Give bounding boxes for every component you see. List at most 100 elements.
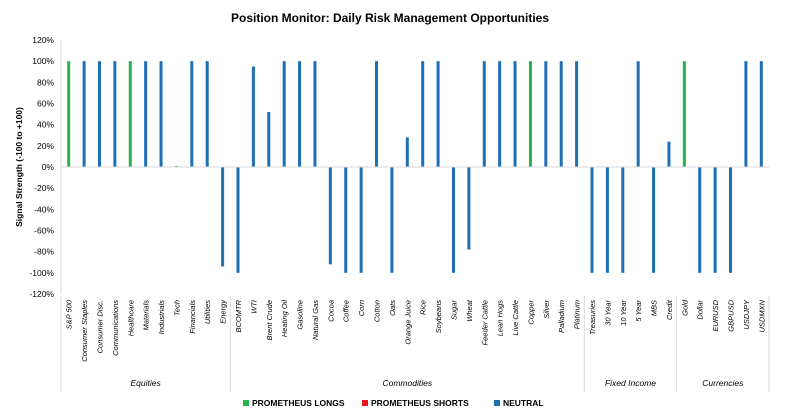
bar bbox=[313, 61, 317, 167]
bar bbox=[174, 165, 178, 167]
category-label: Healthcare bbox=[126, 300, 135, 336]
bar bbox=[636, 61, 640, 167]
category-label: Treasuries bbox=[588, 300, 597, 335]
y-tick-label: -40% bbox=[34, 204, 54, 214]
category-labels: S&P 500 Consumer Staples Consumer Disc. Com… bbox=[65, 299, 767, 362]
bar bbox=[513, 61, 517, 167]
bar bbox=[667, 141, 671, 167]
bar bbox=[359, 167, 363, 273]
category-label: 10 Year bbox=[619, 300, 628, 326]
legend-swatch bbox=[494, 400, 500, 406]
bar bbox=[190, 61, 194, 167]
category-label: Energy bbox=[219, 299, 228, 324]
category-label: S&P 500 bbox=[65, 299, 74, 329]
bar bbox=[759, 61, 763, 167]
bar bbox=[298, 61, 302, 167]
category-label: Oats bbox=[388, 300, 397, 316]
y-tick-label: 20% bbox=[37, 141, 54, 151]
category-label: USDJPY bbox=[742, 299, 751, 330]
y-tick-label: 80% bbox=[37, 77, 54, 87]
bar bbox=[590, 167, 594, 273]
group-label: Fixed Income bbox=[605, 378, 656, 388]
legend-swatch bbox=[243, 400, 249, 406]
bar bbox=[698, 167, 702, 273]
bar bbox=[97, 61, 101, 167]
bar bbox=[375, 61, 379, 167]
category-label: Corn bbox=[357, 300, 366, 316]
category-label: WTI bbox=[249, 300, 258, 314]
y-axis-label: Signal Strength (-100 to +100) bbox=[14, 107, 24, 227]
bar bbox=[436, 61, 440, 167]
bar bbox=[390, 167, 394, 273]
bar bbox=[498, 61, 502, 167]
bar bbox=[328, 167, 332, 265]
y-tick-label: 120% bbox=[32, 35, 54, 45]
category-label: Tech bbox=[172, 300, 181, 316]
category-label: Consumer Staples bbox=[80, 300, 89, 362]
bar bbox=[605, 167, 609, 273]
category-label: EURUSD bbox=[711, 299, 720, 331]
legend-label: NEUTRAL bbox=[503, 398, 544, 408]
y-tick-label: 0% bbox=[42, 162, 55, 172]
category-label: GBPUSD bbox=[727, 299, 736, 331]
group-labels: Equities Commodities Fixed Income Currencie… bbox=[60, 296, 770, 392]
bar bbox=[559, 61, 563, 167]
bar bbox=[744, 61, 748, 167]
y-tick-label: 100% bbox=[32, 56, 54, 66]
bar bbox=[344, 167, 348, 273]
category-label: USDMXN bbox=[757, 299, 766, 332]
bar bbox=[528, 61, 532, 167]
bar bbox=[421, 61, 425, 167]
category-label: Live Cattle bbox=[511, 300, 520, 335]
category-label: Natural Gas bbox=[311, 300, 320, 340]
category-label: Feeder Cattle bbox=[480, 300, 489, 345]
category-label: Soybeans bbox=[434, 300, 443, 334]
category-label: Dollar bbox=[696, 300, 705, 320]
category-label: Rice bbox=[419, 300, 428, 315]
bar bbox=[82, 61, 86, 167]
bar bbox=[544, 61, 548, 167]
category-label: Materials bbox=[142, 300, 151, 331]
bar bbox=[451, 167, 455, 273]
category-label: Platinum bbox=[573, 300, 582, 329]
category-label: 30 Year bbox=[603, 300, 612, 326]
bar bbox=[467, 167, 471, 250]
category-label: BCOMTR bbox=[234, 299, 243, 332]
y-tick-label: 60% bbox=[37, 99, 54, 109]
bar bbox=[729, 167, 733, 273]
bar bbox=[221, 167, 225, 267]
category-label: Sugar bbox=[449, 299, 458, 320]
group-label: Equities bbox=[131, 378, 162, 388]
bar bbox=[405, 137, 409, 167]
category-label: Copper bbox=[526, 300, 535, 325]
category-label: Cocoa bbox=[326, 300, 335, 322]
bar bbox=[621, 167, 625, 273]
bar bbox=[67, 61, 71, 167]
y-tick-label: -20% bbox=[34, 183, 54, 193]
category-label: Coffee bbox=[342, 300, 351, 322]
legend-label: PROMETHEUS SHORTS bbox=[371, 398, 469, 408]
y-tick-label: -60% bbox=[34, 226, 54, 236]
category-label: Gasoline bbox=[296, 300, 305, 330]
legend-label: PROMETHEUS LONGS bbox=[252, 398, 345, 408]
y-tick-label: -100% bbox=[29, 268, 54, 278]
bar bbox=[144, 61, 148, 167]
bar bbox=[236, 167, 240, 273]
category-label: Utilities bbox=[203, 300, 212, 324]
category-label: 5 Year bbox=[634, 300, 643, 322]
y-tick-label: -120% bbox=[29, 289, 54, 299]
category-label: MBS bbox=[650, 300, 659, 316]
category-label: Industrials bbox=[157, 300, 166, 334]
bar bbox=[713, 167, 717, 273]
category-label: Silver bbox=[542, 300, 551, 319]
y-tick-label: -80% bbox=[34, 247, 54, 257]
category-label: Palladium bbox=[557, 300, 566, 333]
legend-swatch bbox=[362, 400, 368, 406]
bar bbox=[159, 61, 163, 167]
group-label: Commodities bbox=[382, 378, 432, 388]
bar bbox=[113, 61, 117, 167]
category-label: Communications bbox=[111, 300, 120, 356]
chart-title: Position Monitor: Daily Risk Management … bbox=[231, 11, 549, 25]
category-label: Consumer Disc. bbox=[95, 300, 104, 353]
